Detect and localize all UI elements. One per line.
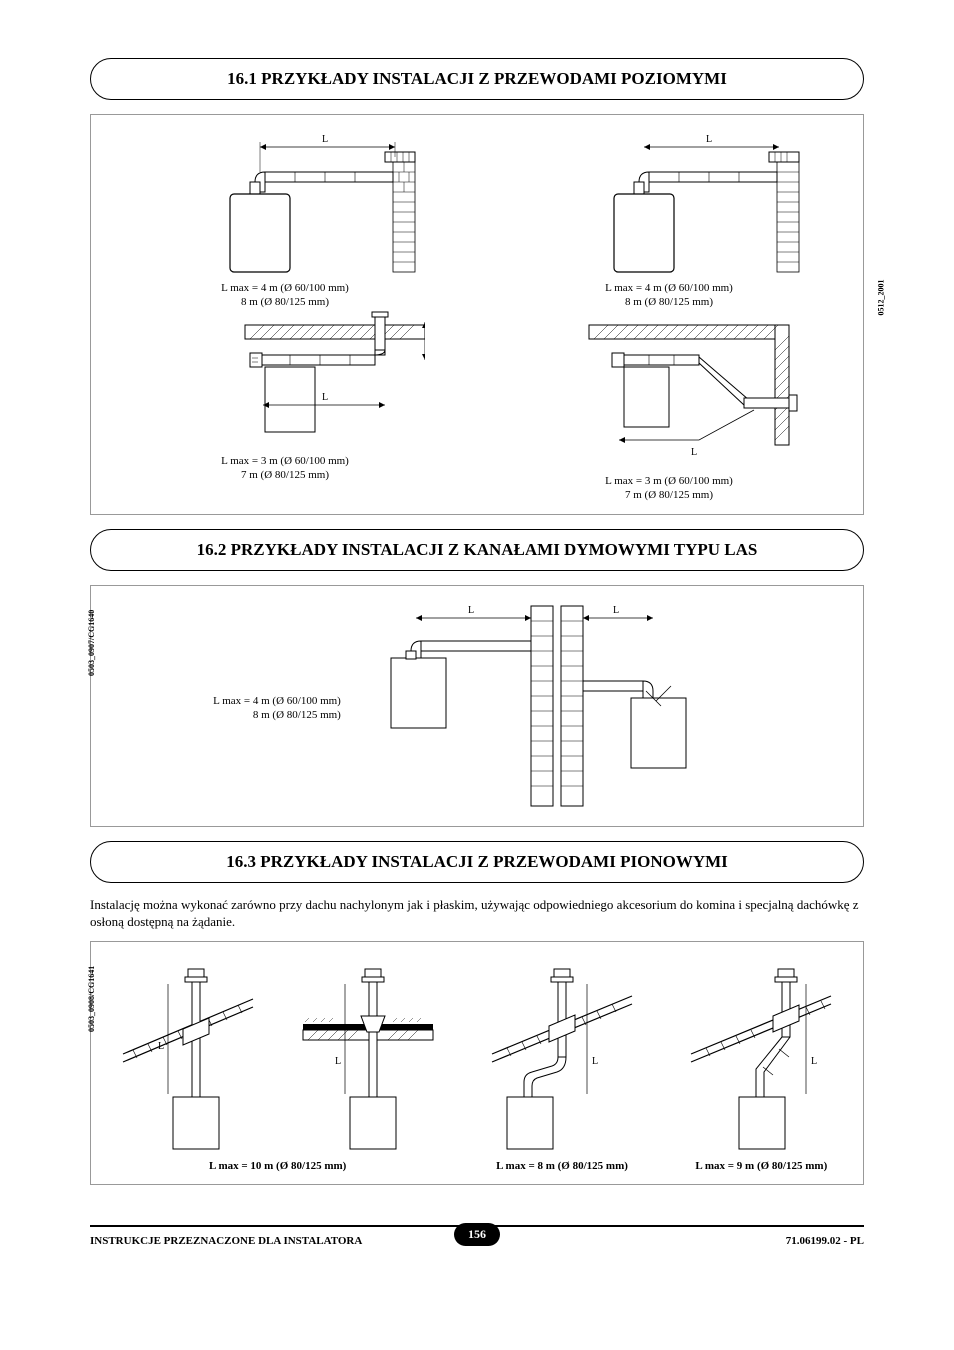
footer: INSTRUKCJE PRZEZNACZONE DLA INSTALATORA … (90, 1225, 864, 1247)
svg-text:L: L (468, 605, 474, 616)
diagram-horiz-wall-1: L (145, 127, 425, 277)
figure-box-2: 0503_0907/CG1640 L max = 4 m (Ø 60/100 m… (90, 585, 864, 827)
side-label-left-2: 0503_0907/CG1640 (87, 610, 96, 676)
caption-2a: L max = 4 m (Ø 60/100 mm)8 m (Ø 80/125 m… (605, 281, 733, 310)
figure-box-1: 0512_2001 (90, 114, 864, 515)
caption-3a: L max = 3 m (Ø 60/100 mm)7 m (Ø 80/125 m… (221, 454, 349, 483)
diagram-horiz-ceiling-1: L (145, 310, 425, 450)
svg-text:L: L (811, 1056, 817, 1067)
diagram-horiz-wall-2: L (529, 127, 809, 277)
diagram-las: L L (361, 596, 741, 816)
footer-right: 71.06199.02 - PL (786, 1235, 864, 1247)
svg-text:L: L (691, 447, 697, 458)
caption-v9: L max = 9 m (Ø 80/125 mm) (695, 1160, 827, 1172)
svg-text:L: L (613, 605, 619, 616)
svg-text:L: L (706, 134, 712, 145)
diagram-vert-4: L (681, 954, 841, 1154)
caption-4a: L max = 3 m (Ø 60/100 mm)7 m (Ø 80/125 m… (605, 474, 733, 503)
svg-text:L: L (335, 1056, 341, 1067)
page-number: 156 (454, 1223, 500, 1246)
footer-left: INSTRUKCJE PRZEZNACZONE DLA INSTALATORA (90, 1235, 362, 1247)
svg-text:L: L (592, 1056, 598, 1067)
side-label-right-1: 0512_2001 (877, 279, 886, 315)
svg-text:L: L (158, 1041, 164, 1052)
diagram-vert-2: L (293, 954, 443, 1154)
caption-v8: L max = 8 m (Ø 80/125 mm) (496, 1160, 628, 1172)
caption-v10: L max = 10 m (Ø 80/125 mm) (209, 1160, 346, 1172)
diagram-horiz-ceiling-2: L (529, 310, 809, 470)
diagram-vert-1: L (113, 954, 263, 1154)
caption-las: L max = 4 m (Ø 60/100 mm)8 m (Ø 80/125 m… (213, 694, 341, 723)
section-header-3: 16.3 PRZYKŁADY INSTALACJI Z PRZEWODAMI P… (90, 841, 864, 883)
body-text-1: Instalację można wykonać zarówno przy da… (90, 897, 864, 931)
diagram-vert-3: L (482, 954, 642, 1154)
svg-text:L: L (322, 392, 328, 403)
section-header-2: 16.2 PRZYKŁADY INSTALACJI Z KANAŁAMI DYM… (90, 529, 864, 571)
side-label-left-3: 0503_0908/CG1641 (87, 966, 96, 1032)
section-header-1: 16.1 PRZYKŁADY INSTALACJI Z PRZEWODAMI P… (90, 58, 864, 100)
svg-text:L: L (322, 134, 328, 145)
caption-1a: L max = 4 m (Ø 60/100 mm)8 m (Ø 80/125 m… (221, 281, 349, 310)
figure-box-3: 0503_0908/CG1641 (90, 941, 864, 1185)
